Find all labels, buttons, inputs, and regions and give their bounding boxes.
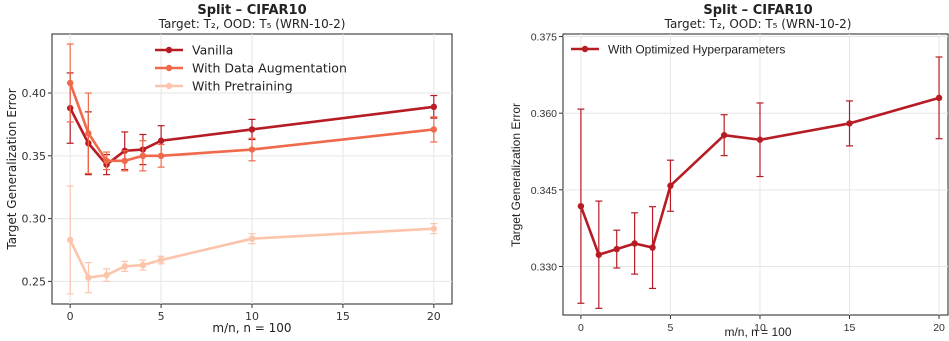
left-series-with-data-augmentation-point	[85, 130, 92, 137]
left-series-with-data-augmentation-point	[121, 157, 128, 165]
left-series-with-pretraining-point	[157, 256, 165, 264]
right-series-with-optimized-hyperparameters-point	[935, 94, 943, 102]
left-chart-panel: Split – CIFAR10 Target: T₂, OOD: T₅ (WRN…	[5, 3, 453, 335]
right-legend: With Optimized Hyperparameters	[571, 43, 785, 57]
left-series-with-data-augmentation-line	[68, 82, 434, 163]
left-legend-label: With Data Augmentation	[192, 61, 347, 76]
right-legend-label: With Optimized Hyperparameters	[608, 43, 785, 57]
left-series-with-pretraining-point	[430, 225, 438, 232]
left-series-vanilla-point	[430, 103, 438, 111]
left-y-tick-label: 0.40	[22, 87, 47, 100]
right-x-axis-label: m/n, n = 100	[724, 325, 791, 339]
right-series-with-optimized-hyperparameters-point	[720, 131, 728, 139]
left-legend-label: With Pretraining	[192, 79, 293, 94]
left-series-vanilla-point	[157, 137, 165, 144]
right-grid	[563, 34, 948, 315]
right-x-tick-label: 5	[668, 322, 674, 334]
right-series-with-optimized-hyperparameters-point	[756, 136, 764, 143]
left-series-with-pretraining-point	[66, 236, 74, 244]
right-x-tick-label: 15	[844, 322, 856, 334]
right-series-group	[577, 56, 943, 309]
left-y-tick-label: 0.30	[22, 213, 47, 226]
left-series-with-pretraining-point	[248, 235, 256, 242]
left-x-tick-label: 15	[336, 310, 350, 323]
left-legend-marker	[165, 46, 173, 54]
right-y-tick-label: 0.330	[531, 261, 557, 273]
left-series-group	[66, 43, 438, 295]
right-y-tick-label: 0.375	[531, 32, 557, 44]
right-series-with-optimized-hyperparameters	[577, 56, 943, 309]
right-series-with-optimized-hyperparameters-point	[649, 244, 656, 251]
left-series-with-pretraining-point	[103, 271, 110, 279]
left-series-with-data-augmentation-point	[103, 157, 110, 165]
right-chart-subtitle: Target: T₂, OOD: T₅ (WRN-10-2)	[664, 17, 852, 31]
left-x-tick-label: 10	[245, 310, 259, 323]
left-series-with-data-augmentation-point	[66, 79, 74, 87]
right-series-with-optimized-hyperparameters-point	[577, 202, 585, 210]
right-x-tick-label: 10	[754, 322, 766, 334]
right-x-tick-label: 0	[578, 322, 584, 334]
left-series-with-pretraining-point	[121, 263, 128, 270]
right-y-axis-label: Target Generalization Error	[509, 103, 523, 247]
left-series-with-pretraining	[66, 185, 438, 295]
left-series-with-pretraining-point	[85, 274, 92, 281]
left-legend-marker	[165, 64, 173, 72]
left-series-with-data-augmentation-point	[248, 146, 256, 153]
left-chart-subtitle: Target: T₂, OOD: T₅ (WRN-10-2)	[158, 17, 346, 31]
right-x-tick-label: 20	[933, 322, 945, 334]
left-x-tick-label: 0	[67, 310, 74, 323]
right-series-with-optimized-hyperparameters-line	[579, 96, 940, 257]
right-series-with-optimized-hyperparameters-point	[595, 251, 603, 258]
left-series-with-data-augmentation-point	[157, 152, 165, 160]
right-series-with-optimized-hyperparameters-point	[613, 245, 620, 253]
right-series-with-optimized-hyperparameters-point	[631, 240, 638, 247]
left-series-vanilla-point	[248, 126, 256, 133]
right-legend-marker	[581, 45, 589, 53]
right-y-tick-label: 0.360	[531, 108, 557, 120]
right-chart-title: Split – CIFAR10	[703, 3, 812, 18]
left-y-tick-label: 0.35	[22, 150, 47, 163]
left-x-axis-label: m/n, n = 100	[212, 321, 291, 335]
left-series-with-data-augmentation-point	[430, 126, 438, 133]
left-x-tick-label: 5	[158, 310, 165, 323]
right-series-with-optimized-hyperparameters-point	[846, 120, 853, 127]
right-series-with-optimized-hyperparameters-point	[667, 182, 674, 189]
left-y-axis-label: Target Generalization Error	[5, 88, 19, 250]
left-series-with-pretraining-point	[139, 261, 147, 269]
right-chart-panel: Split – CIFAR10 Target: T₂, OOD: T₅ (WRN…	[509, 3, 949, 339]
left-y-tick-label: 0.25	[22, 275, 47, 288]
left-tick-labels: 0 5 10 15 20 0.25 0.30 0.35 0.40	[22, 87, 441, 323]
right-y-tick-label: 0.345	[531, 185, 557, 197]
left-legend: Vanilla With Data Augmentation With Pretra…	[155, 43, 347, 94]
right-plot-frame	[562, 33, 949, 316]
left-chart-title: Split – CIFAR10	[197, 3, 306, 18]
left-x-tick-label: 20	[427, 310, 441, 323]
left-series-with-data-augmentation	[66, 43, 438, 174]
left-series-with-data-augmentation-point	[139, 152, 147, 160]
left-legend-label: Vanilla	[192, 43, 233, 58]
left-series-vanilla-line	[69, 105, 434, 166]
right-tick-labels: 0 5 10 15 20 0.330 0.345 0.360 0.375	[531, 32, 945, 334]
left-legend-marker	[165, 82, 173, 90]
